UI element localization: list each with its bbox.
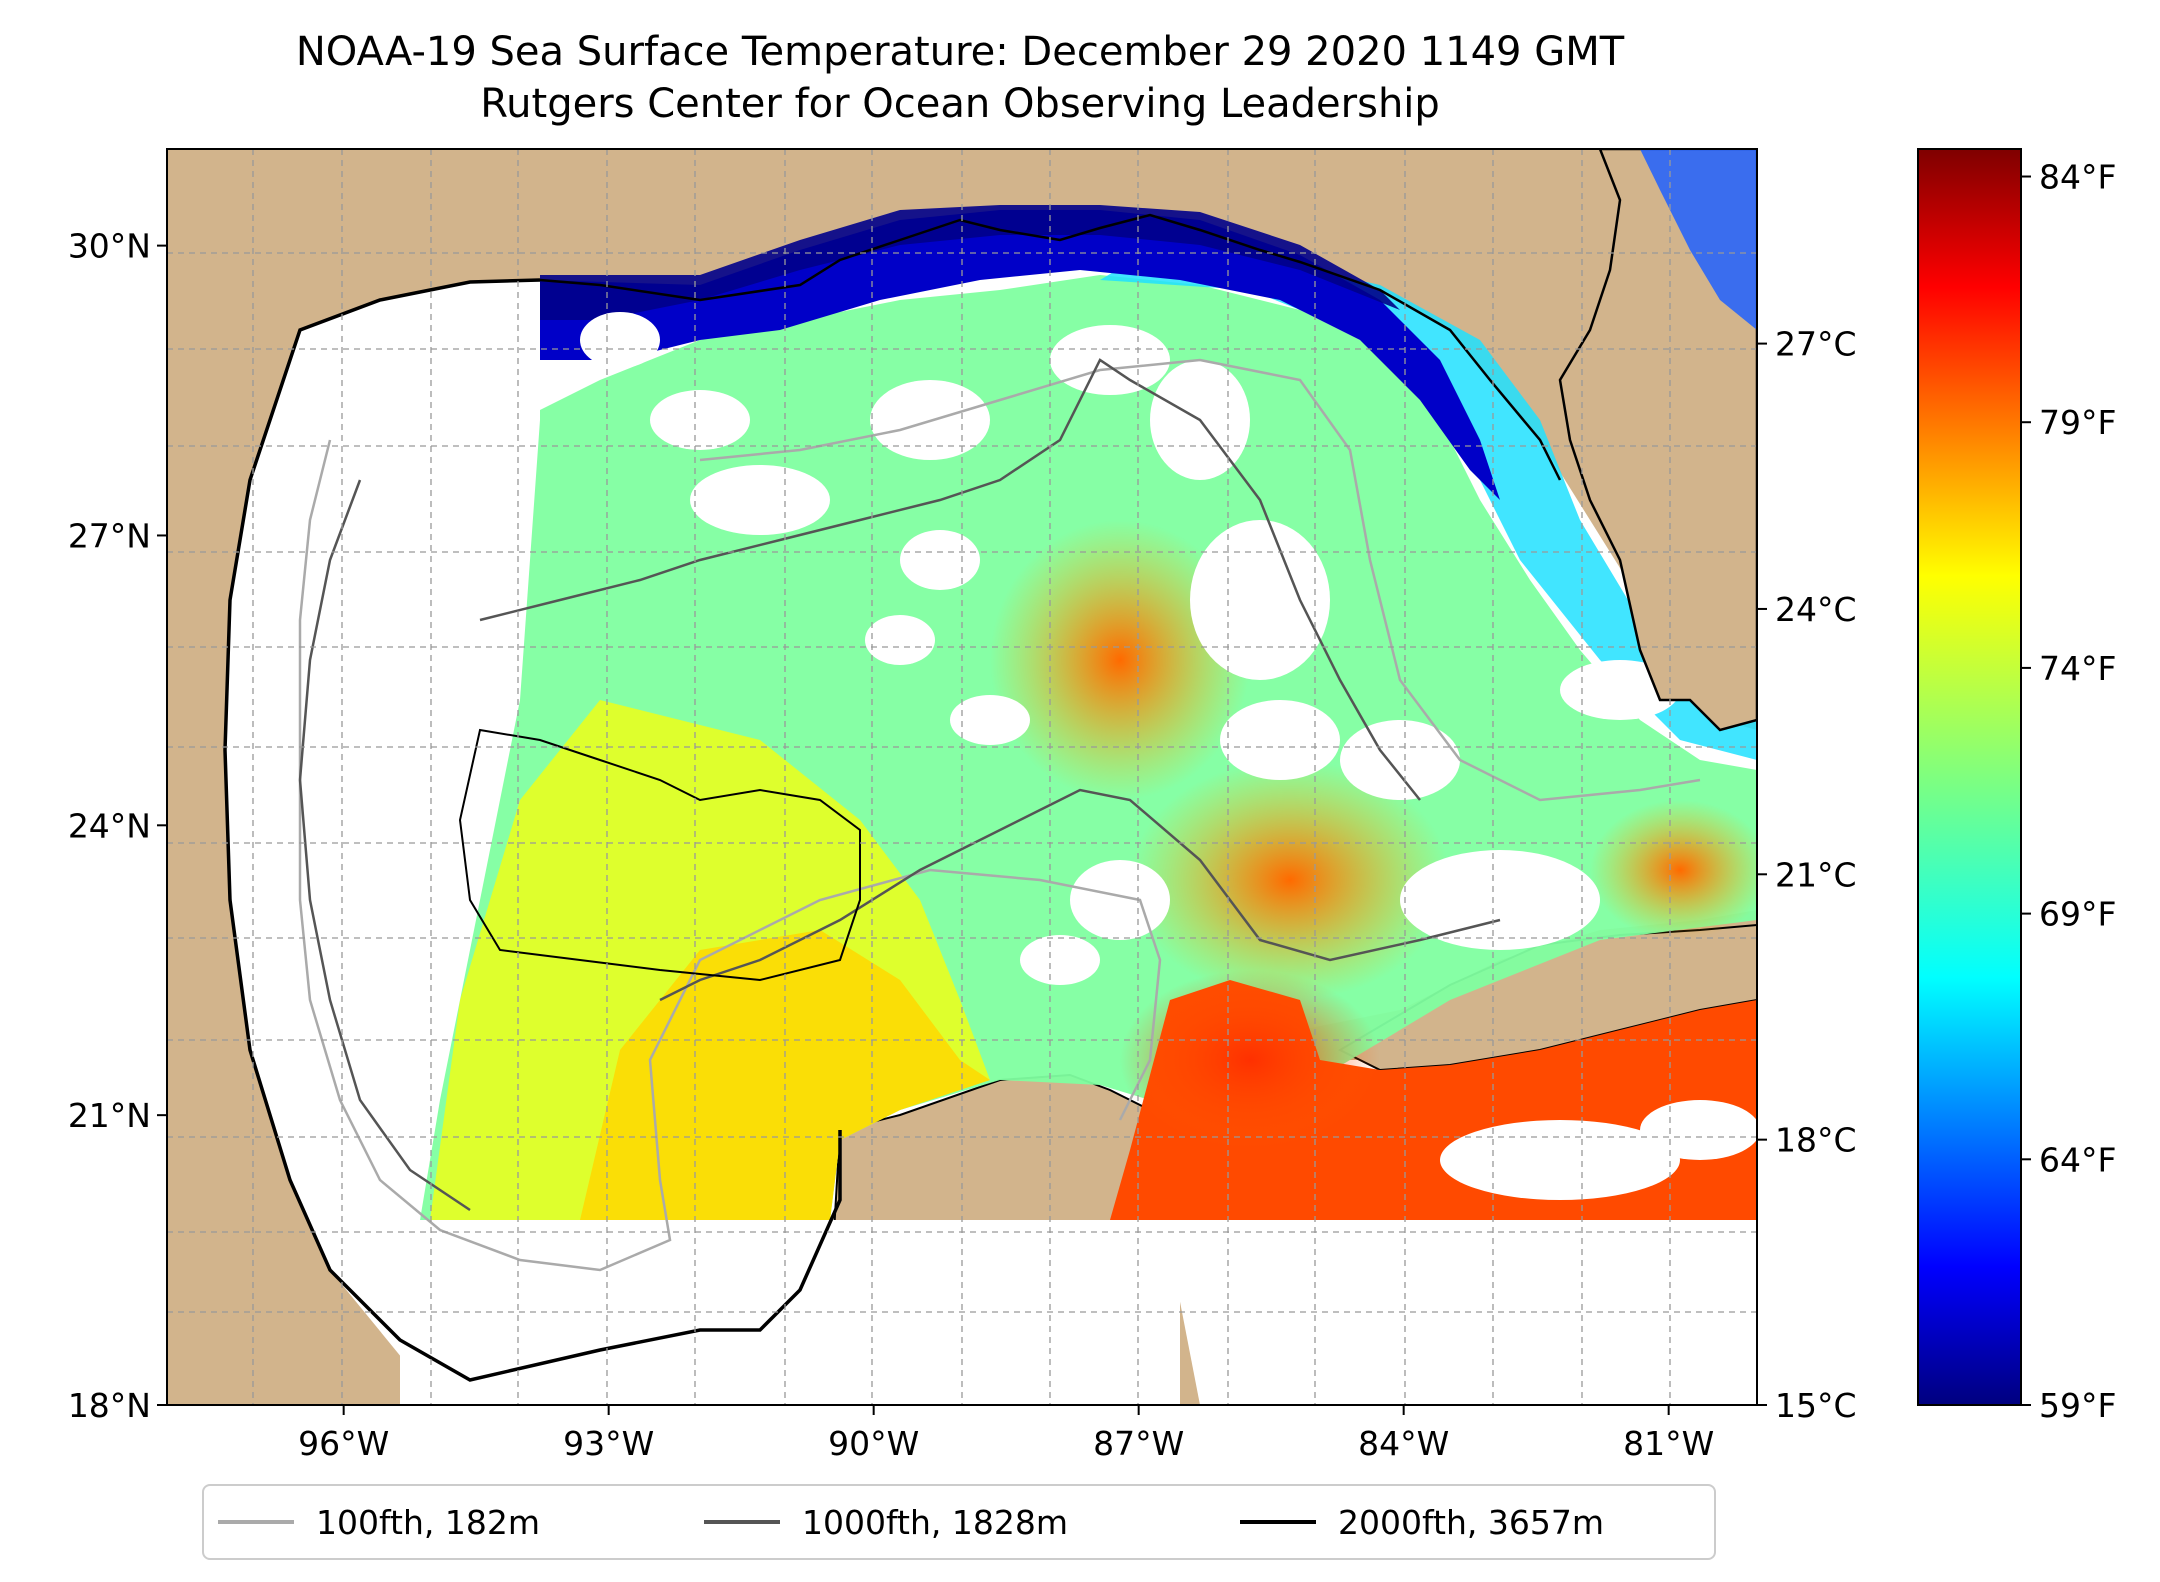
chart-subtitle: Rutgers Center for Ocean Observing Leade… bbox=[480, 81, 1440, 127]
cloud-mask bbox=[580, 312, 1757, 1200]
colorbar bbox=[1917, 148, 2022, 1406]
colorbar-fahrenheit-label: 64°F bbox=[2039, 1140, 2116, 1179]
chart-title: NOAA-19 Sea Surface Temperature: Decembe… bbox=[295, 29, 1625, 75]
colorbar-celsius-label: 15°C bbox=[1775, 1386, 1857, 1425]
lon-label: 90°W bbox=[828, 1424, 919, 1463]
latitude-labels: 18°N 21°N 24°N 27°N 30°N bbox=[68, 227, 167, 1425]
west-no-data bbox=[225, 280, 540, 1380]
lon-label: 87°W bbox=[1093, 1424, 1184, 1463]
depth-contours bbox=[298, 358, 1701, 1272]
gulf-coastline bbox=[223, 278, 842, 1382]
depth-legend: 100fth, 182m 1000fth, 1828m 2000fth, 365… bbox=[202, 1484, 1716, 1560]
colorbar-celsius-label: 21°C bbox=[1775, 855, 1857, 894]
legend-swatch-100fth bbox=[218, 1520, 294, 1524]
florida-land bbox=[1558, 149, 1757, 732]
lon-label: 81°W bbox=[1623, 1424, 1714, 1463]
gridlines bbox=[167, 149, 1757, 1405]
colorbar-fahrenheit-ticks: 59°F 64°F 69°F 74°F 79°F 84°F bbox=[2021, 158, 2116, 1425]
colorbar-fahrenheit-label: 59°F bbox=[2039, 1386, 2116, 1425]
lon-label: 93°W bbox=[563, 1424, 654, 1463]
colorbar-celsius-label: 27°C bbox=[1775, 325, 1857, 364]
lat-label: 24°N bbox=[68, 806, 151, 845]
florida-atlantic-sst bbox=[1640, 149, 1757, 330]
north-coastline bbox=[539, 213, 1562, 481]
legend-swatch-2000fth bbox=[1240, 1520, 1316, 1524]
lat-label: 30°N bbox=[68, 227, 151, 266]
legend-item-100fth: 100fth, 182m bbox=[218, 1486, 540, 1558]
colorbar-celsius-label: 18°C bbox=[1775, 1121, 1857, 1160]
colorbar-celsius-label: 24°C bbox=[1775, 590, 1857, 629]
lat-label: 18°N bbox=[68, 1386, 151, 1425]
legend-swatch-1000fth bbox=[704, 1520, 780, 1524]
contour-2000fth bbox=[458, 728, 861, 982]
colorbar-fahrenheit-label: 69°F bbox=[2039, 895, 2116, 934]
longitude-labels: 96°W 93°W 90°W 87°W 84°W 81°W bbox=[298, 1405, 1714, 1463]
contour-1000fth bbox=[298, 358, 1501, 1212]
colorbar-celsius-ticks: 15°C 18°C 21°C 24°C 27°C bbox=[1757, 325, 1857, 1425]
colorbar-fahrenheit-label: 84°F bbox=[2039, 158, 2116, 197]
lon-label: 84°W bbox=[1358, 1424, 1449, 1463]
colorbar-fahrenheit-label: 74°F bbox=[2039, 649, 2116, 688]
legend-label-100fth: 100fth, 182m bbox=[316, 1502, 540, 1542]
legend-label-1000fth: 1000fth, 1828m bbox=[802, 1502, 1068, 1542]
legend-item-1000fth: 1000fth, 1828m bbox=[704, 1486, 1068, 1558]
colorbar-fahrenheit-label: 79°F bbox=[2039, 403, 2116, 442]
no-data-band bbox=[400, 1220, 1180, 1405]
lat-label: 21°N bbox=[68, 1096, 151, 1135]
map-frame bbox=[166, 148, 1758, 1406]
lat-label: 27°N bbox=[68, 516, 151, 555]
lon-label: 96°W bbox=[298, 1424, 389, 1463]
legend-label-2000fth: 2000fth, 3657m bbox=[1338, 1502, 1604, 1542]
legend-item-2000fth: 2000fth, 3657m bbox=[1240, 1486, 1604, 1558]
contour-100fth bbox=[298, 358, 1701, 1272]
